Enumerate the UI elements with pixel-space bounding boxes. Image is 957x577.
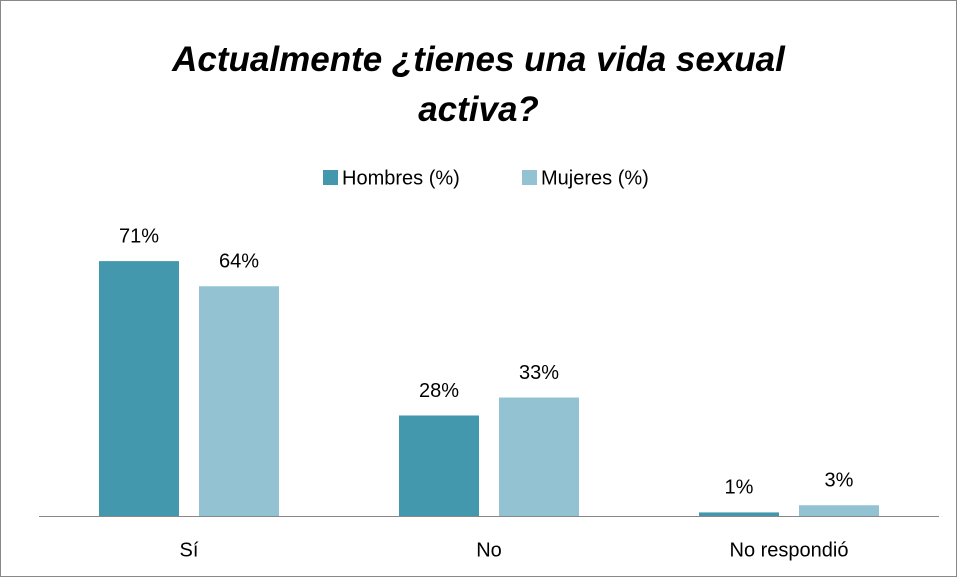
bar	[399, 415, 479, 516]
value-label: 1%	[725, 477, 754, 499]
bar	[99, 261, 179, 516]
legend-swatch	[522, 170, 537, 185]
value-label: 64%	[219, 251, 259, 273]
legend-label: Mujeres (%)	[541, 167, 649, 189]
value-label: 71%	[119, 225, 159, 247]
x-tick-label: No	[476, 539, 502, 561]
bar	[199, 286, 279, 516]
legend-label: Hombres (%)	[342, 167, 460, 189]
value-label: 28%	[419, 380, 459, 402]
bar	[799, 505, 879, 516]
value-label: 3%	[825, 470, 854, 492]
bar	[699, 512, 779, 516]
value-label: 33%	[519, 362, 559, 384]
chart-title: Actualmente ¿tienes una vida sexual acti…	[172, 40, 785, 129]
x-tick-label: Sí	[180, 539, 199, 561]
legend-swatch	[323, 170, 338, 185]
bar	[499, 397, 579, 516]
x-tick-label: No respondió	[730, 539, 849, 561]
